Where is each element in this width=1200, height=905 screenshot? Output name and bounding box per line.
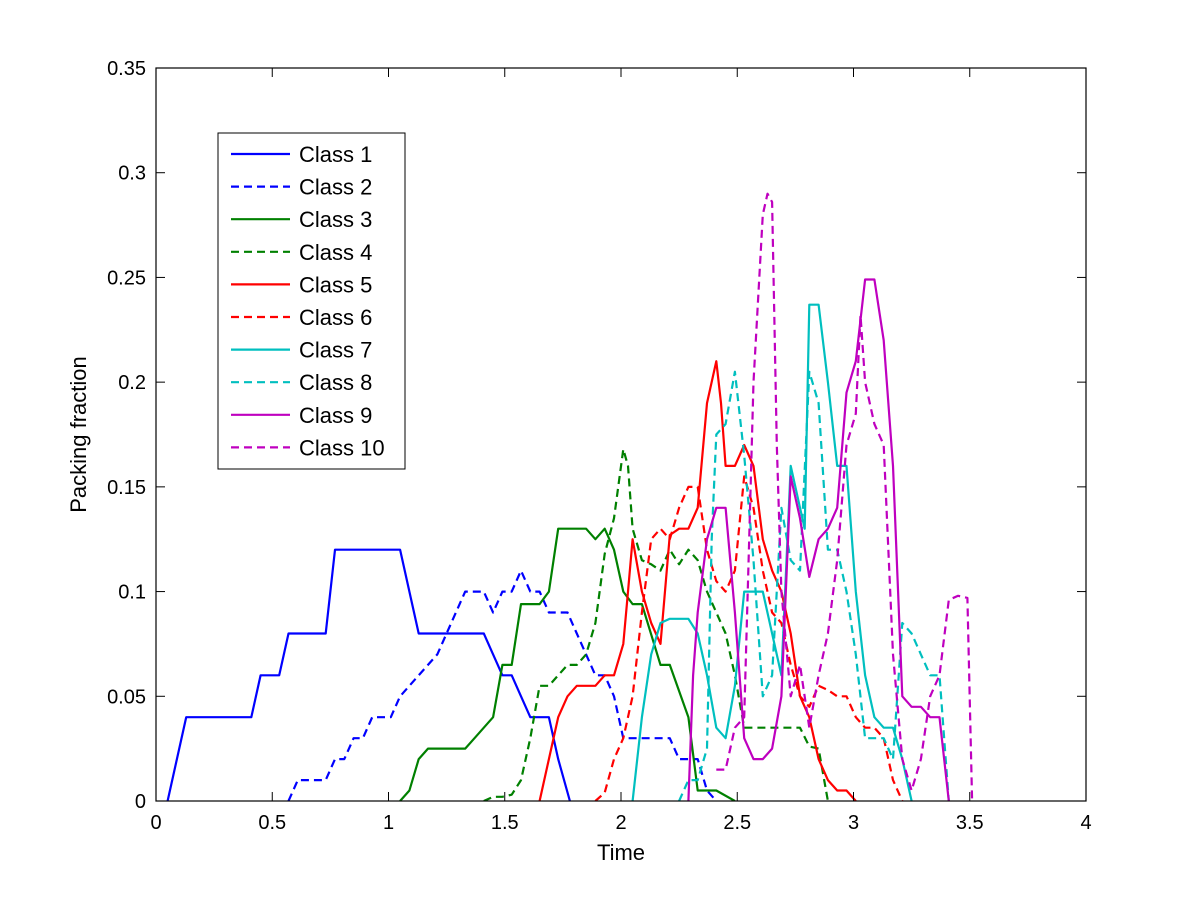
legend-label-class-10: Class 10 [299, 435, 385, 460]
y-tick-label: 0.25 [107, 267, 146, 289]
y-tick-label: 0.2 [118, 372, 146, 394]
legend-box [217, 132, 406, 470]
y-tick-label: 0.15 [107, 477, 146, 499]
y-tick-label: 0.1 [118, 582, 146, 604]
legend-label-class-1: Class 1 [299, 142, 372, 167]
legend-label-class-4: Class 4 [299, 240, 372, 265]
series-line-class-10 [716, 192, 974, 801]
x-tick-label: 1.5 [491, 812, 519, 834]
series-line-class-2 [287, 569, 718, 801]
series-line-class-3 [399, 527, 736, 801]
legend-label-class-5: Class 5 [299, 272, 372, 297]
series-line-class-7 [631, 303, 913, 801]
legend-label-class-2: Class 2 [299, 175, 372, 200]
y-axis-title: Packing fraction [66, 356, 91, 513]
y-tick-label: 0.3 [118, 163, 146, 185]
x-tick-label: 2.5 [723, 812, 751, 834]
legend: Class 1 Class 2 Class 3 Class 4 Class 5 Class… [217, 132, 406, 470]
x-tick-label: 3 [848, 812, 859, 834]
x-tick-label: 0 [150, 812, 161, 834]
series-line-class-9 [687, 278, 950, 801]
legend-label-class-8: Class 8 [299, 370, 372, 395]
x-tick-label: 2 [615, 812, 626, 834]
legend-label-class-3: Class 3 [299, 207, 372, 232]
axes-layer: 0 0.5 1 1.5 2 2.5 3 3.5 4 0 0.05 0.1 0.15 0.2 0.25 0.3 0… [107, 58, 1092, 834]
series-layer [166, 192, 974, 801]
legend-label-class-6: Class 6 [299, 305, 372, 330]
x-axis-title: Time [597, 840, 645, 865]
x-tick-label: 3.5 [956, 812, 984, 834]
y-tick-label: 0 [135, 791, 146, 813]
x-tick-label: 0.5 [258, 812, 286, 834]
series-line-class-8 [678, 370, 950, 801]
y-tick-label: 0.05 [107, 686, 146, 708]
y-tick-label: 0.35 [107, 58, 146, 80]
legend-label-class-9: Class 9 [299, 403, 372, 428]
series-line-class-4 [483, 448, 829, 801]
x-tick-label: 4 [1080, 812, 1091, 834]
legend-label-class-7: Class 7 [299, 338, 372, 363]
series-line-class-6 [594, 475, 904, 801]
x-tick-label: 1 [383, 812, 394, 834]
series-line-class-1 [166, 548, 571, 801]
